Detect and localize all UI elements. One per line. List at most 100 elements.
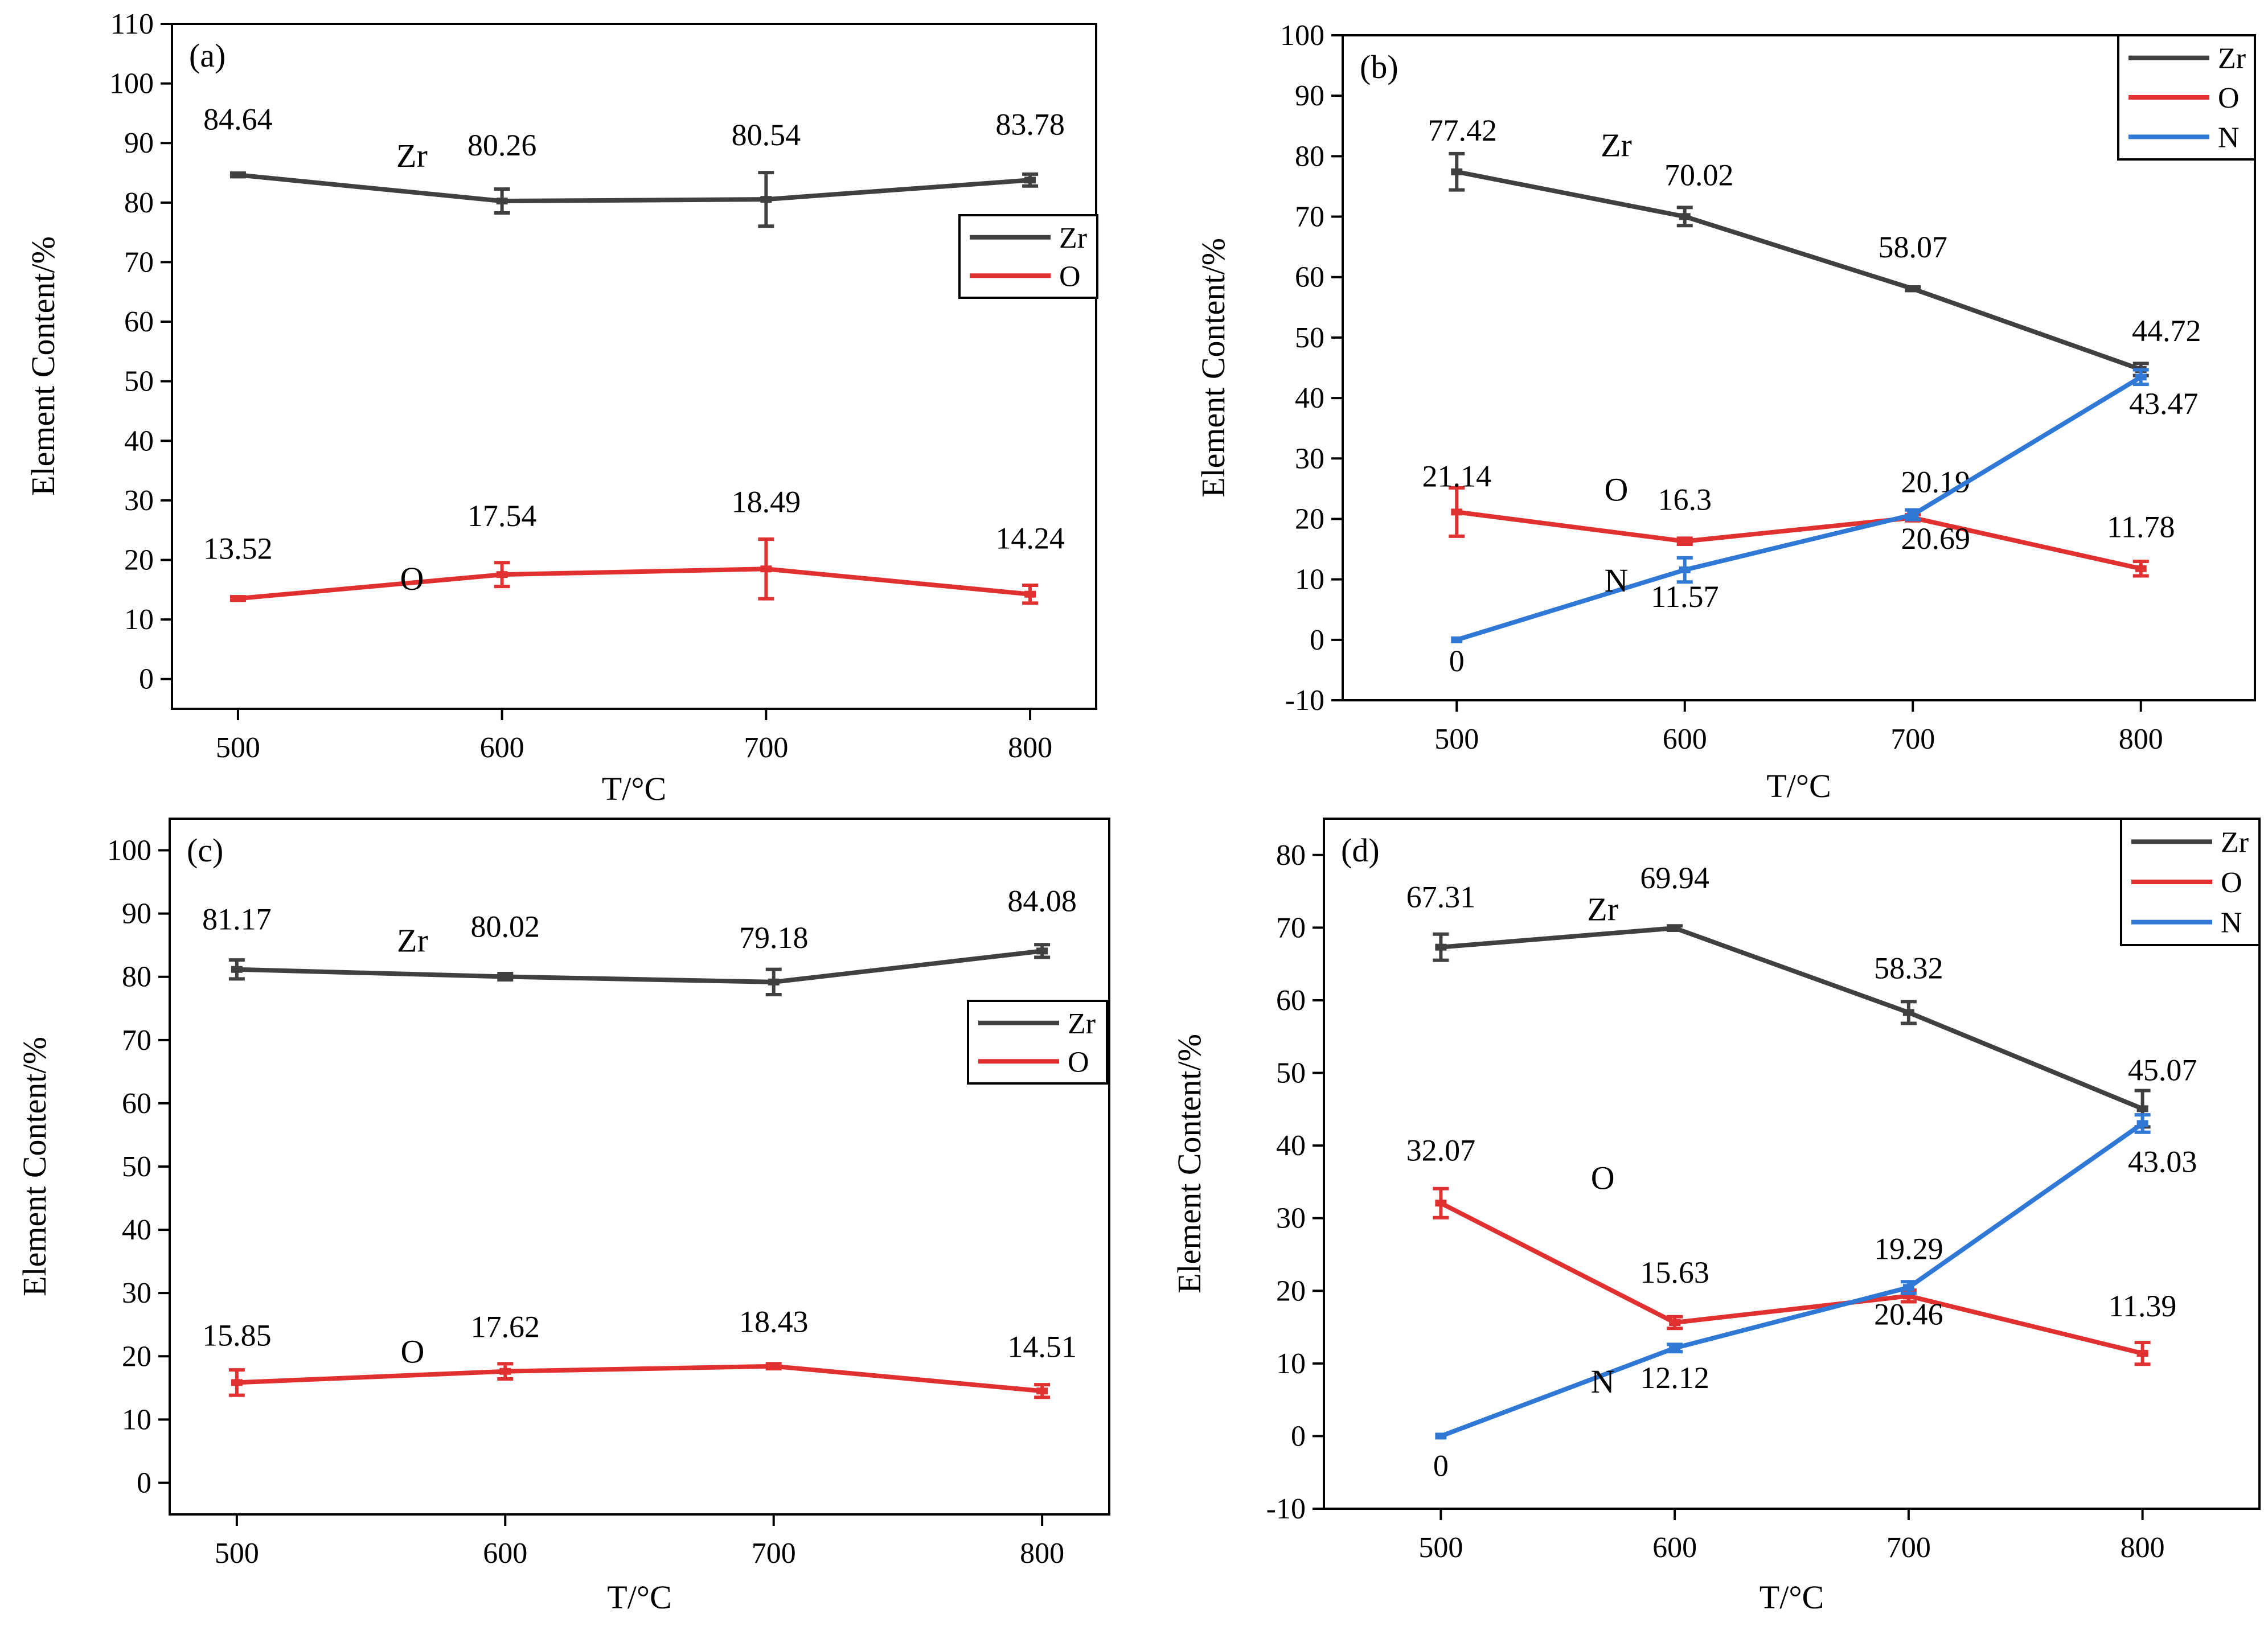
data-label: 81.17 (202, 902, 272, 937)
y-tick-label: 70 (1276, 911, 1306, 944)
data-label: 67.31 (1406, 880, 1476, 914)
data-label: 19.29 (1874, 1231, 1943, 1266)
data-label: 15.63 (1640, 1255, 1709, 1290)
data-label: 18.49 (732, 484, 801, 519)
legend-label-zr: Zr (2218, 43, 2246, 75)
series-line-zr (237, 173, 1031, 204)
y-tick-label: 60 (1276, 984, 1306, 1017)
data-point (1036, 947, 1048, 955)
legend-label-zr: Zr (2221, 826, 2249, 859)
data-point (1451, 508, 1463, 516)
y-tick-label: 10 (1295, 564, 1324, 596)
data-label: 17.54 (467, 499, 537, 533)
y-axis-label: Element Content/% (1171, 1034, 1208, 1294)
y-tick-label: 10 (122, 1403, 151, 1436)
data-label: 18.43 (739, 1305, 809, 1339)
series-line-o (237, 566, 1031, 601)
data-label: 14.51 (1007, 1329, 1077, 1364)
series-line-zr (236, 948, 1043, 984)
x-tick-label: 500 (215, 1537, 259, 1570)
chart-panel-d: -10 0 10 20 30 40 50 60 70 80 500 600 700 800 T/°C Elem… (1171, 818, 2261, 1616)
legend-frame (958, 214, 1098, 299)
data-label: 84.64 (203, 102, 273, 136)
series-inline-label: Zr (1601, 126, 1632, 163)
panel-label: (a) (189, 37, 225, 74)
y-tick-label: 30 (1295, 442, 1324, 475)
y-tick-label: 30 (124, 484, 154, 517)
y-tick-label: 70 (124, 246, 154, 278)
y-axis-label: Element Content/% (24, 236, 61, 496)
series-line-n (1439, 1122, 2144, 1439)
plot-frame (171, 23, 1097, 710)
series-line-zr (1456, 169, 2142, 372)
data-point (1902, 1009, 1914, 1016)
x-tick-label: 700 (1890, 723, 1935, 755)
legend: Zr O (958, 214, 1098, 299)
series-zr: 67.31 69.94 58.32 45.07 Zr (1406, 861, 2197, 1129)
data-point (232, 171, 244, 179)
y-axis-label: Element Content/% (1195, 238, 1232, 498)
legend-label-o: O (1059, 260, 1081, 293)
data-point (1902, 1284, 1914, 1291)
series-zr: 77.42 70.02 58.07 44.72 Zr (1428, 113, 2201, 377)
data-label: 45.07 (2128, 1053, 2197, 1087)
y-tick-label: 40 (1295, 382, 1324, 414)
data-point (499, 973, 511, 980)
series-o: 13.52 17.54 18.49 14.24 O (203, 484, 1065, 605)
legend-label-o: O (2221, 867, 2242, 899)
data-label: 77.42 (1428, 113, 1498, 147)
data-label: 58.32 (1874, 951, 1943, 985)
x-tick-label: 600 (1663, 723, 1707, 755)
x-tick-label: 500 (216, 732, 260, 764)
panel-label: (b) (1360, 48, 1398, 85)
data-point (1669, 925, 1681, 932)
y-tick-label: -10 (1266, 1493, 1306, 1525)
y-tick-label: 40 (1276, 1130, 1306, 1162)
y-tick-label: 60 (124, 306, 154, 338)
data-point (768, 978, 780, 986)
x-tick-label: 600 (1652, 1531, 1697, 1564)
y-tick-label: 50 (122, 1151, 151, 1183)
y-tick-label: 40 (122, 1214, 151, 1246)
y-tick-label: 20 (1295, 503, 1324, 535)
y-tick-label: 80 (1295, 140, 1324, 173)
legend: Zr ON (2117, 34, 2256, 161)
data-point (1024, 590, 1036, 598)
y-tick-label: 110 (110, 8, 154, 40)
y-tick-label: 30 (122, 1277, 151, 1309)
x-tick-label: 500 (1434, 723, 1479, 755)
data-point (1036, 1387, 1048, 1395)
data-point (231, 1379, 243, 1386)
y-tick-label: 0 (1310, 624, 1324, 656)
series-inline-label: O (400, 1333, 424, 1370)
x-tick-label: 800 (2121, 1531, 2165, 1564)
series-inline-label: O (400, 560, 424, 597)
series-o: 15.85 17.62 18.43 14.51 O (202, 1305, 1077, 1399)
chart-panel-c: 0 10 20 30 40 50 60 70 80 90 100 500 600 700 800 T/°C El… (16, 818, 1110, 1616)
data-label: 0 (1433, 1448, 1449, 1483)
y-tick-label: 50 (124, 366, 154, 398)
y-tick-label: 10 (124, 603, 154, 636)
y-tick-label: 100 (107, 835, 151, 867)
chart-panel-a: 0 10 20 30 40 50 60 70 80 90 100 110 500 600 700 800 T/°… (24, 8, 1098, 807)
y-tick-label: 20 (124, 544, 154, 576)
x-tick-label: 800 (1020, 1537, 1064, 1570)
x-tick-label: 700 (752, 1537, 796, 1570)
y-tick-label: 90 (1295, 80, 1324, 112)
series-zr: 81.17 80.02 79.18 84.08 Zr (202, 884, 1077, 997)
data-point (496, 571, 508, 578)
legend-label-zr: Zr (1059, 222, 1087, 254)
x-axis-label: T/°C (1760, 1579, 1824, 1616)
data-point (760, 565, 772, 573)
x-tick-label: 600 (480, 732, 524, 764)
legend-label-o: O (1068, 1046, 1089, 1078)
series-o: 32.07 15.63 19.29 11.39 O (1406, 1133, 2176, 1366)
data-point (2135, 373, 2147, 381)
data-label: 43.03 (2128, 1144, 2197, 1179)
series-line-o (1439, 1201, 2143, 1356)
data-label: 44.72 (2132, 314, 2201, 348)
y-tick-label: 20 (122, 1340, 151, 1373)
series-o: 21.14 16.3 20.19 11.78 O (1422, 459, 2175, 578)
data-point (1679, 566, 1691, 573)
data-point (760, 196, 772, 203)
